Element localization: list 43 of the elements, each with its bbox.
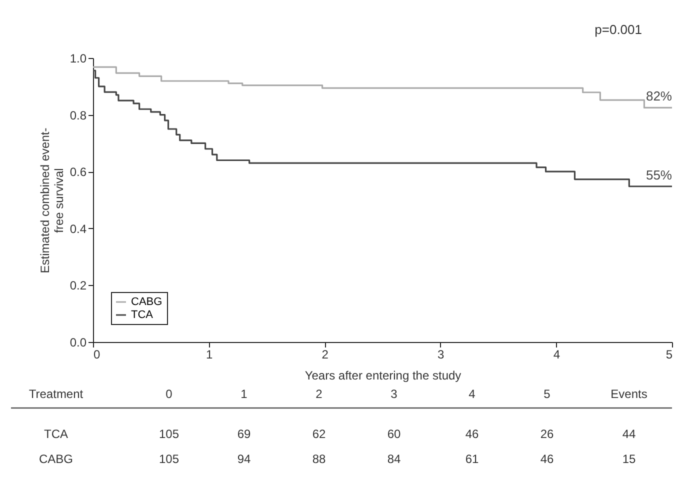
text: 0	[166, 387, 173, 401]
text: 44	[622, 427, 636, 441]
y-tick-label: 0.4	[70, 222, 87, 236]
text: 60	[387, 427, 401, 441]
text: 5	[544, 387, 551, 401]
text: 26	[540, 427, 554, 441]
text: 1	[240, 387, 248, 401]
text: 88	[312, 452, 326, 466]
x-axis-title: Years after entering the study	[304, 368, 462, 382]
y-axis-title: Estimated combined event-free survival	[38, 128, 66, 274]
text: p=0.001	[594, 22, 642, 37]
x-tick-label: 4	[553, 348, 560, 362]
x-tick-label: 5	[666, 348, 673, 362]
legend-label: CABG	[131, 296, 162, 308]
x-tick-label: 3	[438, 348, 445, 362]
text: CABG	[38, 452, 74, 466]
text: 2	[316, 387, 323, 401]
annotation: 82%	[646, 88, 672, 104]
x-tick-label: 2	[322, 348, 329, 362]
text: Events	[610, 387, 648, 401]
x-tick-label: 1	[206, 348, 213, 362]
y-tick-label: 0.6	[70, 165, 87, 180]
x-tick-label: 0	[94, 348, 100, 362]
text: 46	[540, 452, 554, 466]
text: Treatment	[28, 387, 84, 401]
text: 94	[237, 452, 251, 466]
text: 3	[390, 387, 398, 401]
text: 105	[158, 427, 180, 441]
text: 4	[468, 387, 476, 401]
text: 46	[465, 427, 479, 441]
text: 84	[387, 452, 401, 466]
text: 105	[158, 452, 180, 466]
y-tick-label: 0.8	[70, 108, 87, 122]
y-tick-label: 1.0	[70, 52, 87, 66]
text: 62	[312, 427, 326, 441]
text: 61	[465, 452, 479, 466]
annotation: 55%	[646, 167, 672, 182]
y-tick-label: 0.2	[70, 278, 87, 293]
text: 69	[237, 427, 251, 441]
text: 15	[622, 452, 636, 466]
legend-label: TCA	[131, 309, 154, 321]
y-tick-label: 0.0	[70, 336, 87, 350]
text: TCA	[44, 427, 68, 441]
